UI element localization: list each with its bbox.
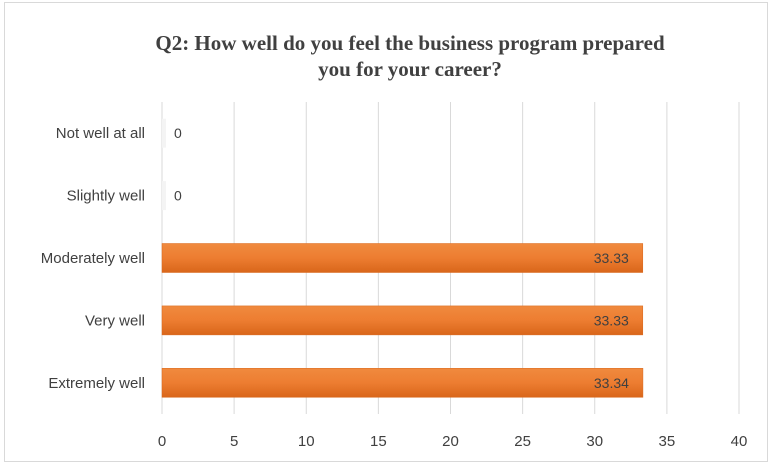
x-tick-label: 40 (731, 433, 748, 450)
labels: 0 5 10 15 20 25 30 35 40 Not well at all 0 Slightly… (41, 125, 748, 450)
category-label: Slightly well (67, 188, 145, 205)
bar (162, 181, 166, 211)
chart-title-line-2: you for your career? (318, 57, 502, 81)
x-tick-label: 35 (659, 433, 676, 450)
x-tick-label: 0 (158, 433, 166, 450)
category-label: Not well at all (56, 125, 145, 142)
x-tick-label: 10 (298, 433, 315, 450)
category-label: Extremely well (48, 375, 145, 392)
chart-title: Q2: How well do you feel the business pr… (60, 30, 760, 82)
data-label: 33.33 (594, 312, 629, 328)
chart-title-line-1: Q2: How well do you feel the business pr… (155, 31, 665, 55)
x-tick-label: 5 (230, 433, 238, 450)
bar (161, 243, 644, 273)
x-tick-label: 30 (586, 433, 603, 450)
bars (161, 118, 644, 398)
bar (161, 368, 644, 398)
data-label: 33.33 (594, 250, 629, 266)
x-tick-label: 15 (370, 433, 387, 450)
data-label: 0 (174, 125, 182, 141)
data-label: 33.34 (594, 375, 629, 391)
category-label: Very well (85, 312, 145, 329)
bar (161, 305, 644, 336)
x-tick-label: 25 (514, 433, 531, 450)
bar (162, 118, 166, 148)
x-tick-label: 20 (442, 433, 459, 450)
data-label: 0 (174, 188, 182, 204)
category-label: Moderately well (41, 250, 145, 267)
